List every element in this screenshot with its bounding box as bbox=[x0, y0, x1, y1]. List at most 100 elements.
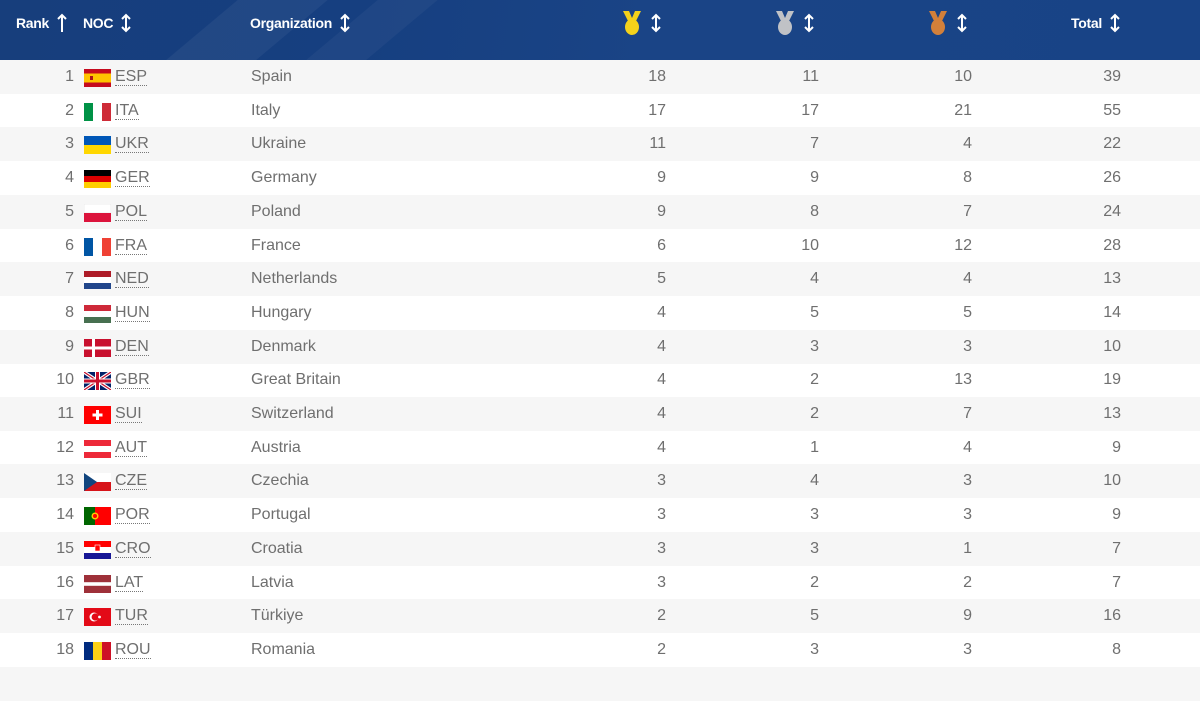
sort-up-down-icon[interactable] bbox=[651, 12, 661, 34]
table-row: 4 GER Germany 9 9 8 26 bbox=[0, 161, 1200, 195]
gold-column-header[interactable] bbox=[621, 10, 661, 36]
sort-up-down-icon[interactable] bbox=[121, 12, 131, 34]
rank-cell: 11 bbox=[57, 405, 74, 422]
noc-code-link[interactable]: UKR bbox=[115, 135, 149, 154]
table-row: 17 TUR Türkiye 2 5 9 16 bbox=[0, 599, 1200, 634]
bronze-count-cell: 9 bbox=[963, 607, 972, 625]
silver-count-cell: 3 bbox=[810, 640, 819, 658]
gold-count-cell: 6 bbox=[657, 236, 666, 254]
bronze-count-cell: 13 bbox=[954, 371, 972, 389]
bronze-count-cell: 10 bbox=[954, 68, 972, 85]
bronze-count-cell: 8 bbox=[963, 169, 972, 187]
organization-cell: Croatia bbox=[251, 539, 303, 557]
total-count-cell: 19 bbox=[1103, 371, 1121, 389]
total-count-cell: 24 bbox=[1103, 202, 1121, 220]
gold-count-cell: 4 bbox=[657, 438, 666, 456]
total-count-cell: 9 bbox=[1112, 506, 1121, 524]
noc-code-link[interactable]: ESP bbox=[115, 68, 148, 86]
noc-code-link[interactable]: CZE bbox=[115, 472, 147, 491]
table-row: 3 UKR Ukraine 11 7 4 22 bbox=[0, 127, 1200, 162]
flag-por-icon bbox=[84, 507, 111, 526]
noc-code-link[interactable]: POR bbox=[115, 506, 150, 525]
rank-cell: 7 bbox=[65, 270, 74, 288]
sort-up-down-icon[interactable] bbox=[340, 12, 350, 34]
rank-cell: 2 bbox=[65, 101, 74, 119]
gold-count-cell: 9 bbox=[657, 169, 666, 187]
rank-cell: 9 bbox=[65, 337, 74, 355]
flag-lat-icon bbox=[84, 574, 111, 593]
bronze-count-cell: 4 bbox=[963, 438, 972, 456]
flag-ita-icon bbox=[84, 102, 111, 121]
table-row-partial bbox=[0, 666, 1200, 701]
total-count-cell: 39 bbox=[1103, 68, 1121, 85]
table-row: 14 POR Portugal 3 3 3 9 bbox=[0, 498, 1200, 532]
rank-cell: 12 bbox=[56, 438, 74, 456]
bronze-count-cell: 4 bbox=[963, 270, 972, 288]
noc-code-link[interactable]: HUN bbox=[115, 303, 150, 322]
noc-code-link[interactable]: SUI bbox=[115, 405, 142, 423]
bronze-count-cell: 7 bbox=[963, 405, 972, 422]
silver-count-cell: 3 bbox=[810, 337, 819, 355]
noc-code-link[interactable]: NED bbox=[115, 270, 149, 289]
rank-cell: 6 bbox=[65, 236, 74, 254]
arrow-up-icon[interactable] bbox=[57, 12, 67, 34]
organization-cell: Denmark bbox=[251, 337, 316, 355]
organization-cell: Spain bbox=[251, 68, 292, 85]
noc-code-link[interactable]: AUT bbox=[115, 438, 147, 457]
organization-cell: Switzerland bbox=[251, 405, 334, 422]
bronze-column-header[interactable] bbox=[927, 10, 967, 36]
organization-cell: Portugal bbox=[251, 506, 311, 524]
noc-code-link[interactable]: POL bbox=[115, 202, 148, 221]
silver-count-cell: 5 bbox=[810, 607, 819, 625]
bronze-count-cell: 12 bbox=[954, 236, 972, 254]
bronze-count-cell: 21 bbox=[954, 101, 972, 119]
silver-count-cell: 11 bbox=[802, 68, 819, 85]
table-row: 13 CZE Czechia 3 4 3 10 bbox=[0, 464, 1200, 499]
table-row: 1 ESP Spain 18 11 10 39 bbox=[0, 60, 1200, 94]
sort-up-down-icon[interactable] bbox=[804, 12, 814, 34]
sort-up-down-icon[interactable] bbox=[957, 12, 967, 34]
bronze-count-cell: 4 bbox=[963, 135, 972, 153]
silver-count-cell: 1 bbox=[810, 438, 819, 456]
noc-code-link[interactable]: ITA bbox=[115, 101, 139, 120]
noc-code-link[interactable]: ROU bbox=[115, 640, 151, 659]
gold-count-cell: 4 bbox=[657, 405, 666, 422]
bronze-count-cell: 5 bbox=[963, 303, 972, 321]
gold-count-cell: 3 bbox=[657, 573, 666, 591]
noc-code-link[interactable]: TUR bbox=[115, 607, 148, 626]
silver-column-header[interactable] bbox=[774, 10, 814, 36]
organization-cell: Hungary bbox=[251, 303, 312, 321]
silver-count-cell: 2 bbox=[810, 371, 819, 389]
rank-cell: 10 bbox=[56, 371, 74, 389]
noc-code-link[interactable]: GER bbox=[115, 169, 150, 188]
rank-cell: 18 bbox=[56, 640, 74, 658]
bronze-count-cell: 2 bbox=[963, 573, 972, 591]
rank-cell: 17 bbox=[56, 607, 74, 625]
organization-cell: Ukraine bbox=[251, 135, 307, 153]
rank-column-header[interactable]: Rank bbox=[16, 10, 67, 36]
silver-count-cell: 3 bbox=[810, 539, 819, 557]
organization-column-header[interactable]: Organization bbox=[250, 10, 350, 36]
silver-count-cell: 3 bbox=[810, 506, 819, 524]
sort-up-down-icon[interactable] bbox=[1110, 12, 1120, 34]
flag-cro-icon bbox=[84, 540, 111, 559]
bronze-count-cell: 3 bbox=[963, 472, 972, 490]
bronze-count-cell: 3 bbox=[963, 337, 972, 355]
noc-code-link[interactable]: FRA bbox=[115, 236, 147, 255]
total-count-cell: 10 bbox=[1103, 472, 1121, 490]
rank-header-label: Rank bbox=[16, 15, 50, 31]
table-row: 5 POL Poland 9 8 7 24 bbox=[0, 194, 1200, 229]
noc-code-link[interactable]: CRO bbox=[115, 539, 151, 558]
flag-ukr-icon bbox=[84, 136, 111, 155]
gold-count-cell: 4 bbox=[657, 337, 666, 355]
total-count-cell: 16 bbox=[1103, 607, 1121, 625]
table-row: 8 HUN Hungary 4 5 5 14 bbox=[0, 296, 1200, 330]
total-column-header[interactable]: Total bbox=[1071, 10, 1120, 36]
noc-column-header[interactable]: NOC bbox=[83, 10, 131, 36]
noc-code-link[interactable]: LAT bbox=[115, 573, 144, 592]
noc-code-link[interactable]: GBR bbox=[115, 371, 150, 390]
organization-cell: Latvia bbox=[251, 573, 294, 591]
organization-cell: Türkiye bbox=[251, 607, 304, 625]
gold-count-cell: 2 bbox=[657, 640, 666, 658]
noc-code-link[interactable]: DEN bbox=[115, 337, 149, 356]
